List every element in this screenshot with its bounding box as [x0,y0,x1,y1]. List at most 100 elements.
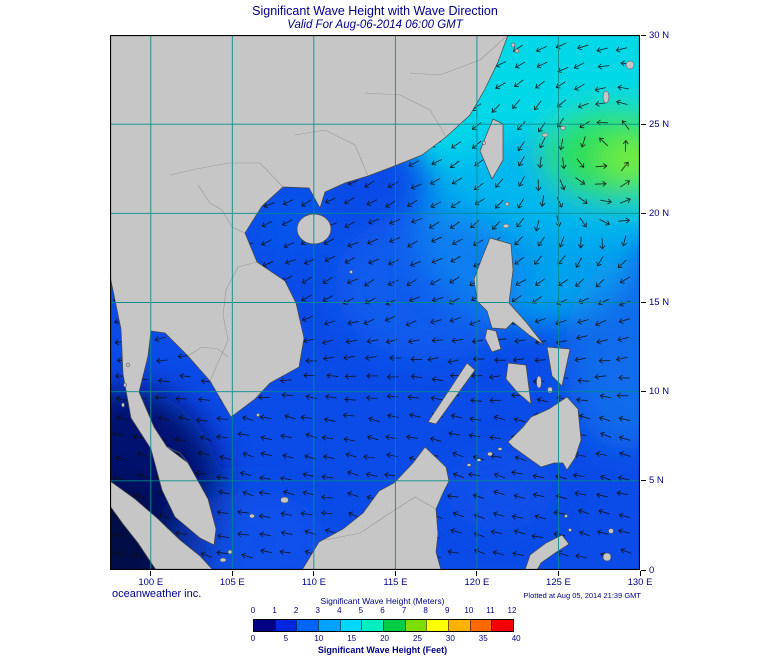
lat-label: 15 N [649,297,670,308]
wave-arrow [410,217,423,224]
wave-arrow [260,548,272,554]
wave-arrow [326,372,339,379]
wave-arrow [323,320,336,327]
wave-arrow [216,415,229,422]
wave-arrow [618,512,631,519]
wave-arrow [560,157,567,170]
wave-arrow [517,198,525,209]
wave-arrow [452,472,464,479]
wave-arrow [410,356,423,363]
wave-arrow [451,337,464,344]
wave-arrow [489,397,502,404]
wave-arrow [450,413,463,420]
wave-arrow [494,199,504,209]
wave-arrow [322,355,335,362]
miyako-island [560,125,566,131]
sulu-island [497,447,503,451]
lon-tick-mark [557,571,559,576]
wave-arrow [366,372,378,379]
wave-arrow [282,489,295,496]
wave-arrow [617,528,630,535]
wave-arrow [513,528,526,535]
wave-arrow [300,510,313,517]
meter-tick-label: 3 [315,606,320,615]
chart-title: Significant Wave Height with Wave Direct… [252,4,498,18]
wave-arrow [493,472,506,479]
wave-arrow [446,493,459,500]
wave-arrow [555,81,566,89]
wave-arrow [580,136,586,148]
lat-label: 0 [649,564,655,576]
wave-arrow [344,221,355,229]
wave-arrow [450,528,462,534]
wave-arrow [303,258,315,265]
wave-arrow [305,357,318,364]
wave-arrow [600,198,612,205]
wave-arrow [535,278,545,287]
wave-arrow [596,338,608,345]
wave-arrow [137,472,149,479]
wave-arrow [431,337,444,344]
wave-arrow [136,451,149,457]
wave-arrow [320,510,333,516]
wave-arrow [467,471,480,478]
wave-arrow [450,141,462,149]
wave-arrow [408,296,421,303]
wave-arrow [536,397,549,403]
credit-text: oceanweather inc. [112,588,202,600]
wave-arrow [386,413,399,419]
wave-arrow [363,318,375,326]
wave-arrow [492,550,505,556]
wave-arrow [448,430,460,437]
meter-tick-label: 6 [380,606,385,615]
paracel-island [349,270,353,274]
wave-arrow [511,513,524,520]
wave-arrow [154,336,167,342]
wave-arrow [282,199,294,206]
wave-arrow [617,475,630,481]
wave-arrow [429,436,442,443]
wave-arrow [595,278,605,288]
wave-arrow [173,436,186,443]
wave-arrow [389,237,401,244]
wave-arrow [449,276,460,284]
wave-arrow [431,376,444,383]
wave-arrow [387,279,399,287]
wave-arrow [320,494,333,501]
wave-height-region [250,187,330,263]
wave-arrow [532,492,545,499]
wave-arrow [323,238,335,246]
wave-arrow [471,338,484,345]
meter-tick-label: 5 [358,606,364,615]
colorbar-segment [469,620,492,631]
wave-height-region [565,260,640,450]
wave-arrow [495,82,506,90]
wave-arrow [597,298,609,306]
colorbar-segment [491,620,514,631]
wave-arrow [241,552,253,559]
penghu-island [482,141,486,145]
wave-arrow [132,434,145,440]
wave-arrow [217,533,229,540]
wave-arrow [364,354,377,361]
wave-arrow [472,356,485,362]
wave-arrow [343,354,355,361]
wave-arrow [427,356,439,363]
wave-arrow [537,236,545,247]
wave-arrow [405,320,417,327]
wave-arrow [112,431,124,437]
amami-island [625,60,635,70]
wave-arrow [347,319,360,326]
wave-arrow [386,452,398,459]
wave-arrow [407,394,420,401]
wave-arrow [514,256,524,265]
wave-arrow [451,238,463,246]
meter-tick-label: 0 [250,606,256,615]
borneo-island [301,446,450,570]
latlon-grid [110,35,640,570]
wave-arrow [595,320,607,327]
wave-arrow [596,529,609,536]
colorbar-segment [426,620,449,631]
meter-tick-label: 2 [293,606,299,615]
wave-arrow [472,454,485,461]
